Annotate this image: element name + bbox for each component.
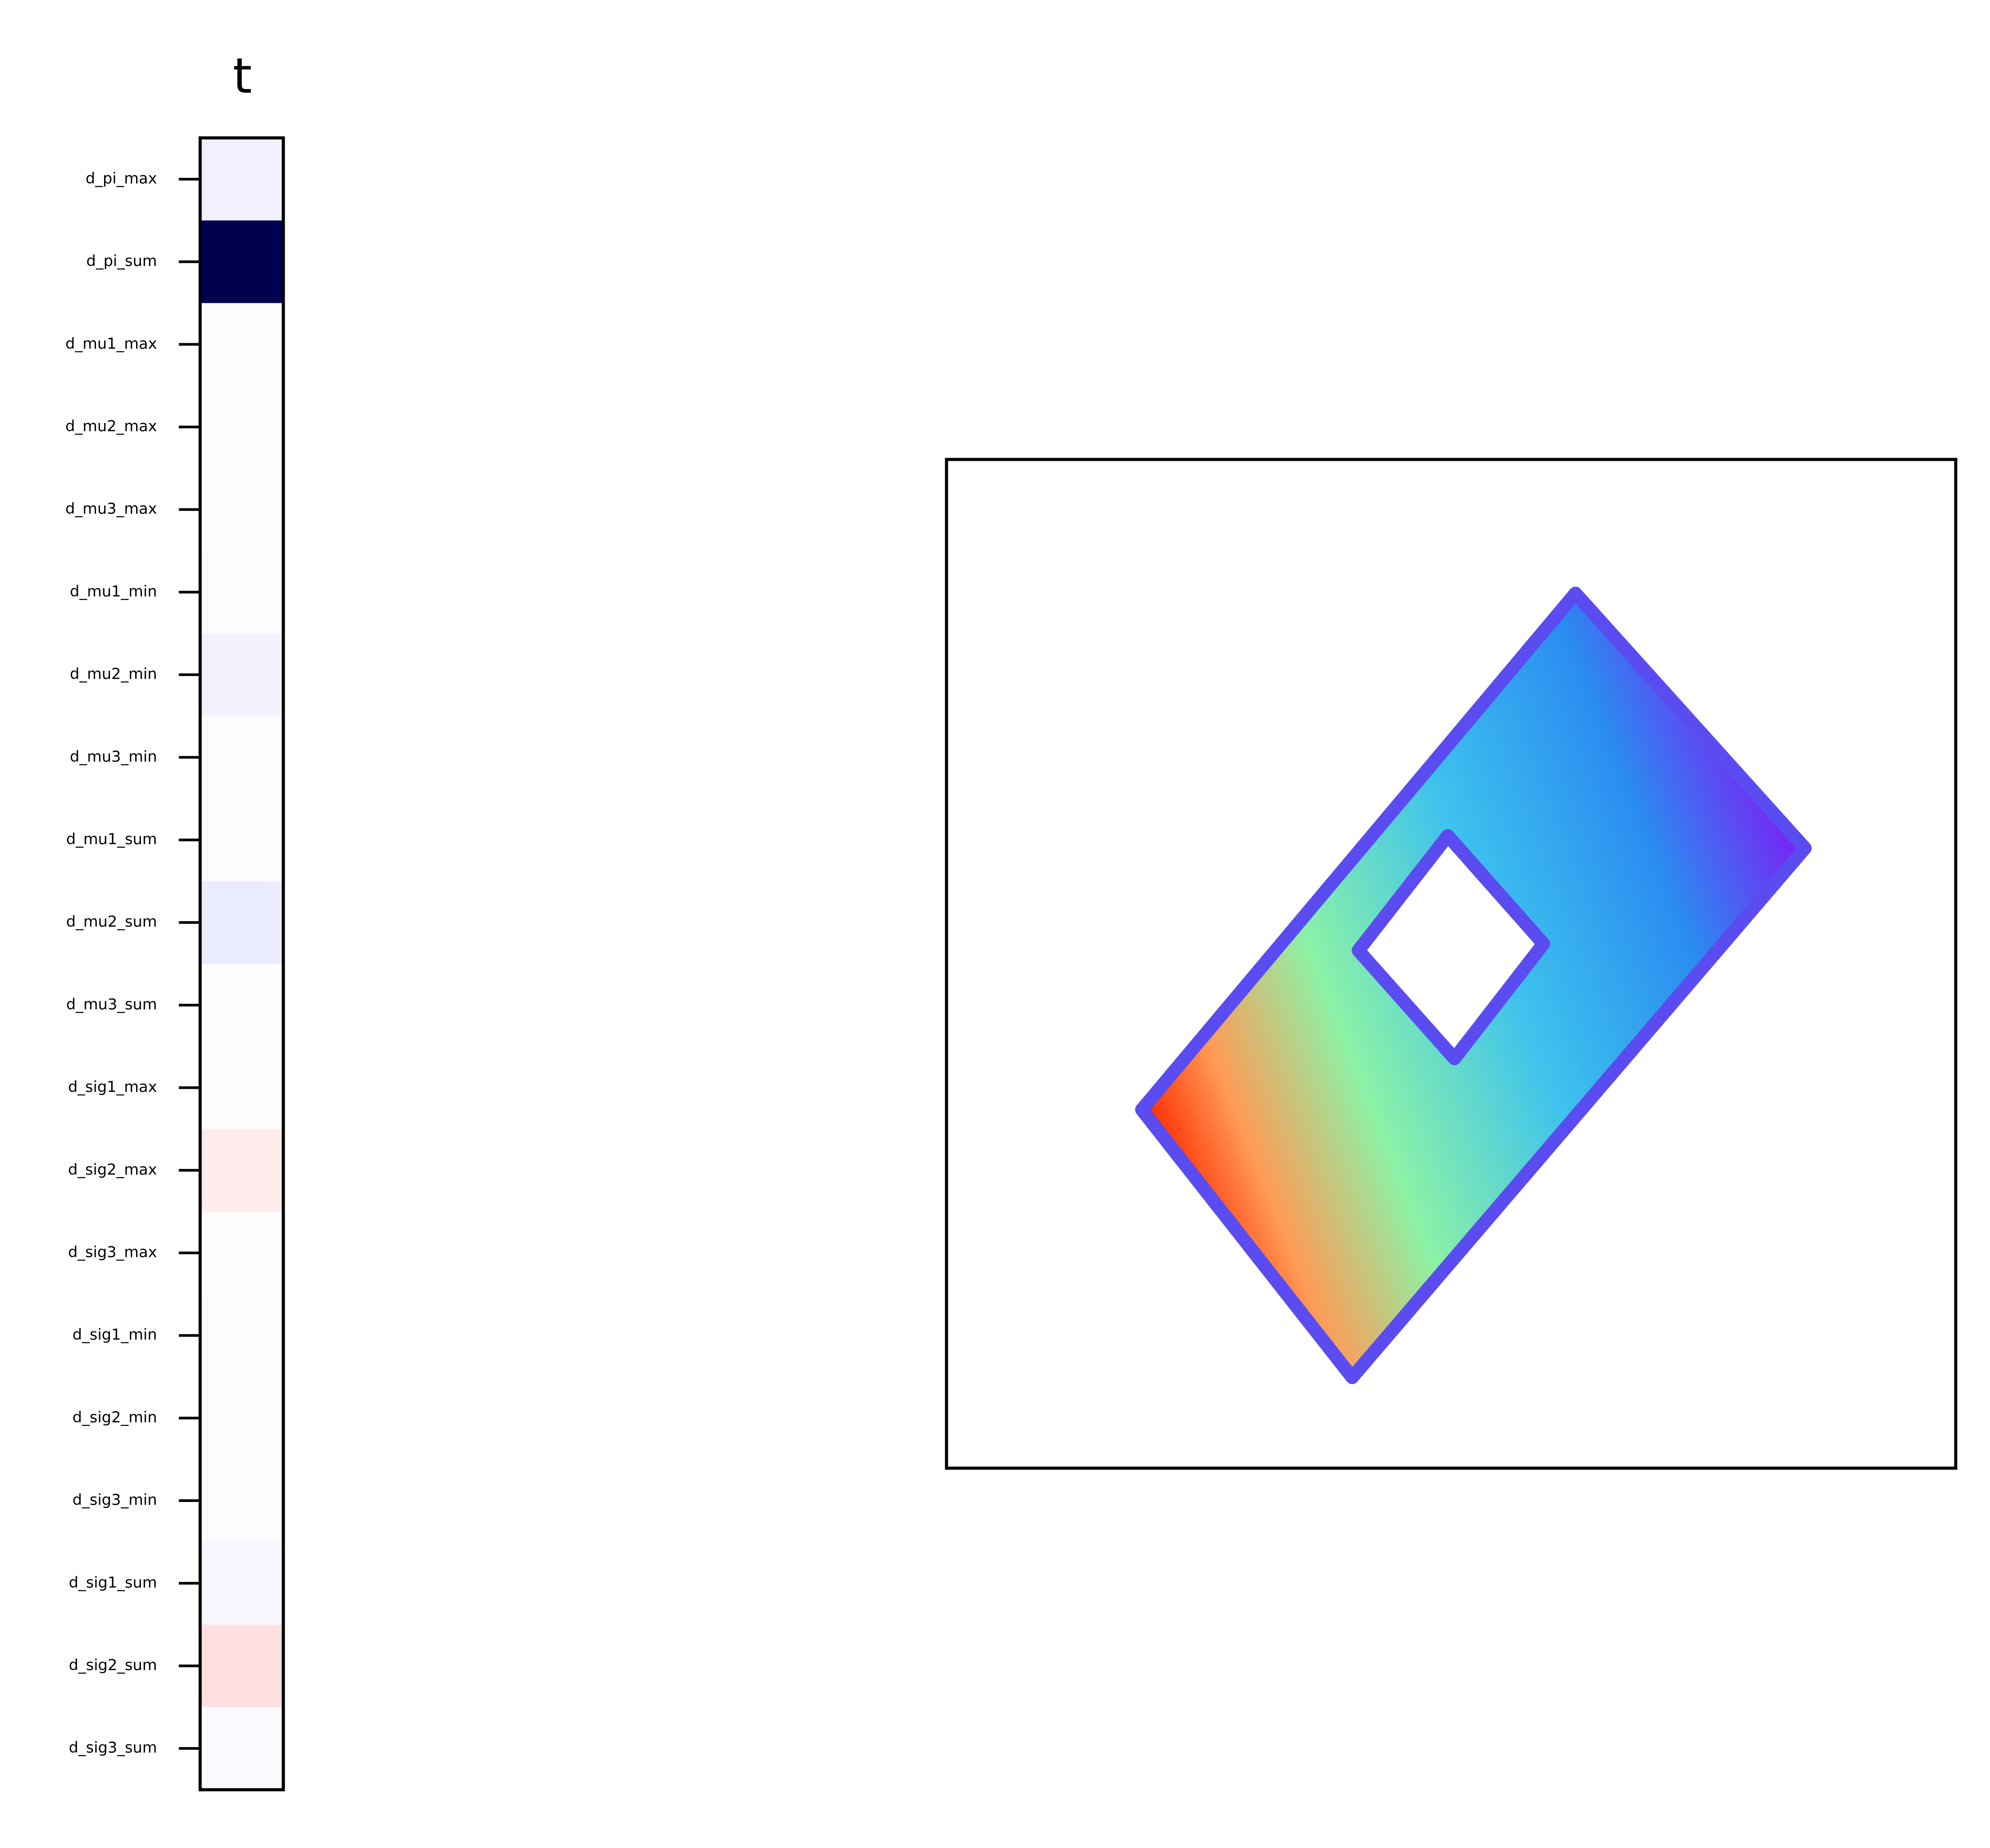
y-tick-label: d_mu1_min: [70, 583, 157, 600]
heatmap-cell: [200, 1459, 283, 1542]
y-tick-label: d_sig1_max: [68, 1078, 157, 1096]
y-tick-label: d_mu3_sum: [66, 995, 157, 1013]
y-tick-label: d_mu2_max: [65, 417, 157, 435]
heatmap-cell: [200, 1624, 283, 1707]
heatmap-cell: [200, 468, 283, 551]
y-tick-label: d_sig1_min: [73, 1326, 157, 1344]
y-tick-label: d_sig2_sum: [69, 1656, 157, 1674]
heatmap-cell: [200, 1212, 283, 1295]
heatmap-cell: [200, 386, 283, 469]
heatmap-frame: [198, 136, 285, 1792]
y-tick-label: d_sig2_max: [68, 1161, 157, 1179]
density-image: [1135, 587, 1812, 1384]
heatmap: d_pi_max d_pi_sum d_mu1_max d_mu2_max d_mu3_…: [65, 136, 285, 1792]
y-tick-label: d_mu2_min: [70, 665, 157, 683]
image-frame: [945, 458, 1958, 1470]
y-tick-label: d_mu3_min: [70, 748, 157, 765]
heatmap-cell: [200, 1707, 283, 1790]
heatmap-cell: [200, 881, 283, 964]
heatmap-cell: [200, 964, 283, 1047]
y-tick-label: d_pi_max: [85, 169, 157, 187]
heatmap-cell: [200, 633, 283, 717]
heatmap-cell: [200, 716, 283, 799]
y-tick-label: d_mu3_max: [65, 500, 157, 518]
y-tick-label: d_sig1_sum: [69, 1574, 157, 1591]
y-tick-label: d_pi_sum: [86, 252, 157, 270]
y-tick-label: d_mu1_max: [65, 335, 157, 353]
heatmap-cell: [200, 1542, 283, 1625]
y-tick-label: d_sig3_min: [73, 1491, 157, 1509]
heatmap-cell: [200, 1377, 283, 1460]
heatmap-cell: [200, 551, 283, 634]
heatmap-cell: [200, 303, 283, 386]
y-tick-label: d_sig3_max: [68, 1243, 157, 1261]
y-tick-label: d_sig2_min: [73, 1409, 157, 1426]
y-tick-label: d_mu2_sum: [66, 913, 157, 931]
heatmap-cell: [200, 220, 283, 303]
heatmap-cell: [200, 138, 283, 221]
heatmap-cell: [200, 1046, 283, 1129]
heatmap-cell: [200, 1294, 283, 1377]
y-tick-label: d_sig3_sum: [69, 1739, 157, 1757]
heatmap-cell: [200, 798, 283, 882]
chart-title: t: [233, 47, 252, 104]
y-tick-label: d_mu1_sum: [66, 830, 157, 848]
heatmap-cell: [200, 1129, 283, 1212]
